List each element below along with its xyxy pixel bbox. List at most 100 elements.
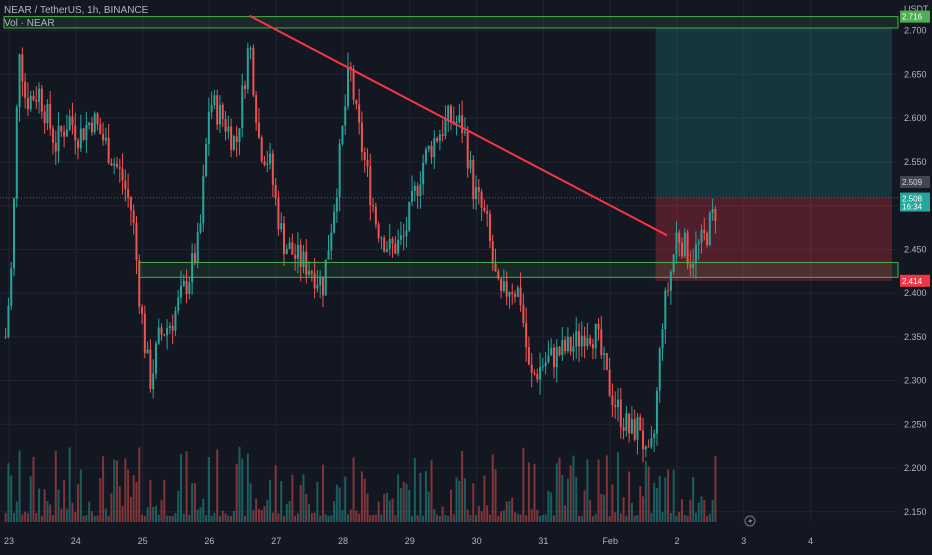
volume-bar xyxy=(689,499,692,522)
candle-body xyxy=(399,235,402,240)
volume-bar xyxy=(541,514,544,522)
candle-body xyxy=(458,115,461,123)
candle-body xyxy=(182,280,185,286)
symbol-title[interactable]: NEAR / TetherUS, 1h, BINANCE xyxy=(4,5,149,16)
volume-bar xyxy=(530,509,533,522)
volume-bar xyxy=(591,515,594,522)
volume-bar xyxy=(232,510,235,522)
x-tick-label: 26 xyxy=(204,536,214,546)
candle-body xyxy=(430,145,433,158)
volume-bar xyxy=(143,515,146,522)
volume-legend[interactable]: Vol · NEAR xyxy=(4,18,55,29)
volume-bar xyxy=(533,463,536,522)
candle-body xyxy=(68,116,71,130)
volume-bar xyxy=(497,515,500,522)
candle-body xyxy=(483,207,486,211)
candle-body xyxy=(564,339,567,352)
volume-bar xyxy=(15,501,18,522)
candle-body xyxy=(90,122,93,133)
volume-bar xyxy=(402,481,405,522)
y-tick-label: 2.550 xyxy=(904,157,927,167)
volume-bar xyxy=(527,462,530,522)
volume-bar xyxy=(355,510,358,522)
volume-bar xyxy=(263,506,266,522)
volume-bar xyxy=(686,515,689,522)
volume-bar xyxy=(597,459,600,522)
volume-bar xyxy=(18,450,21,522)
candle-body xyxy=(349,66,352,70)
volume-bar xyxy=(650,512,653,522)
volume-bar xyxy=(536,509,539,522)
volume-bar xyxy=(608,515,611,522)
volume-bar xyxy=(433,509,436,522)
volume-bar xyxy=(65,508,68,522)
candle-body xyxy=(266,163,269,165)
candle-body xyxy=(408,201,411,231)
volume-bar xyxy=(413,457,416,522)
y-tick-label: 2.250 xyxy=(904,419,927,429)
candle-body xyxy=(455,122,458,124)
lightning-icon-circle xyxy=(744,515,756,527)
candle-body xyxy=(463,131,466,133)
candle-body xyxy=(224,119,227,132)
volume-bar xyxy=(427,491,430,522)
x-tick-label: 4 xyxy=(808,536,813,546)
volume-bar xyxy=(49,504,52,522)
candle-body xyxy=(480,191,483,208)
candle-body xyxy=(497,271,500,279)
candle-body xyxy=(647,446,650,448)
candle-body xyxy=(40,88,43,112)
volume-bar xyxy=(669,513,672,522)
candle-body xyxy=(285,248,288,255)
candle-body xyxy=(213,95,216,106)
candle-body xyxy=(26,97,29,110)
y-tick-label: 2.150 xyxy=(904,507,927,517)
candle-body xyxy=(113,163,116,166)
y-tick-label: 2.200 xyxy=(904,463,927,473)
y-tick-label: 2.450 xyxy=(904,244,927,254)
volume-bar xyxy=(199,507,202,522)
candle-body xyxy=(241,85,244,129)
volume-bar xyxy=(399,488,402,522)
volume-bar xyxy=(466,509,469,522)
candle-body xyxy=(711,209,714,213)
resistance-price-tag: 2.716 xyxy=(902,13,923,22)
candle-body xyxy=(93,113,96,133)
last-price-tag: 2.508 xyxy=(902,195,923,204)
volume-bar xyxy=(127,469,130,522)
candle-body xyxy=(54,142,57,152)
candle-body xyxy=(104,137,107,141)
candle-body xyxy=(110,163,113,166)
volume-bar xyxy=(575,476,578,522)
volume-bar xyxy=(603,494,606,522)
entry-price-tag: 2.509 xyxy=(902,178,923,187)
candle-body xyxy=(154,343,157,374)
volume-bar xyxy=(525,515,528,522)
candle-body xyxy=(157,327,160,344)
volume-bar xyxy=(118,486,121,522)
candle-body xyxy=(580,335,583,347)
volume-bar xyxy=(244,515,247,522)
candle-body xyxy=(605,353,608,370)
candle-body xyxy=(438,134,441,142)
volume-bar xyxy=(319,515,322,522)
candle-body xyxy=(99,124,102,135)
candle-body xyxy=(118,166,121,169)
volume-bar xyxy=(422,515,425,522)
volume-bar xyxy=(205,515,208,522)
candle-body xyxy=(655,390,658,434)
lightning-icon xyxy=(744,515,756,527)
volume-bar xyxy=(135,481,138,522)
volume-bar xyxy=(372,514,375,522)
candle-body xyxy=(355,99,358,105)
volume-bar xyxy=(182,513,185,522)
entry-price-tag-bg xyxy=(900,175,930,188)
volume-bar xyxy=(477,505,480,522)
volume-bar xyxy=(54,450,57,522)
candle-body xyxy=(413,185,416,191)
volume-bar xyxy=(132,475,135,522)
candle-body xyxy=(452,121,455,123)
x-tick-label: 2 xyxy=(674,536,679,546)
